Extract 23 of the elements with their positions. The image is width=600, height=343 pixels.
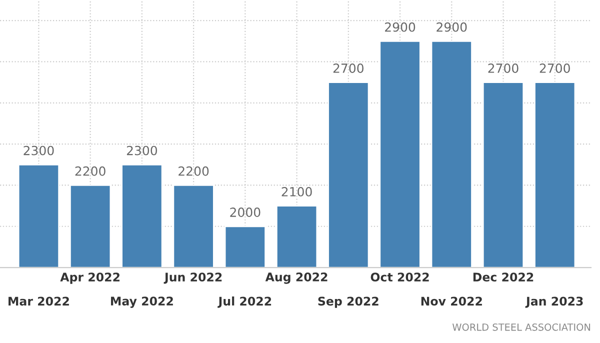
- x-tick-label: Jul 2022: [218, 296, 272, 308]
- data-label: 2200: [178, 166, 209, 176]
- x-tick-label: Jun 2022: [164, 272, 222, 284]
- x-tick-label: Sep 2022: [318, 296, 378, 308]
- data-label: 2900: [385, 22, 416, 32]
- x-tick-label: Dec 2022: [473, 272, 534, 282]
- data-label: 2000: [230, 208, 260, 218]
- x-tick-label: Aug 2022: [265, 272, 328, 284]
- text: WORLD STEEL ASSOCIATION: [452, 323, 590, 331]
- x-tick-label: Nov 2022: [421, 296, 482, 306]
- x-tick-label: Mar 2022: [8, 296, 69, 306]
- data-label: 2700: [488, 64, 518, 73]
- x-tick-label: Oct 2022: [370, 272, 429, 282]
- x-tick-label: Apr 2022: [60, 272, 120, 284]
- data-label: 2200: [75, 166, 106, 176]
- data-label: 2700: [540, 64, 570, 73]
- data-label: 2300: [24, 146, 54, 156]
- x-tick-label: May 2022: [111, 296, 173, 308]
- data-label: 2900: [436, 22, 467, 32]
- data-label: 2100: [282, 186, 312, 196]
- data-label: 2700: [333, 64, 364, 73]
- x-tick-label: Jan 2023: [525, 296, 583, 308]
- data-label: 2300: [126, 146, 158, 156]
